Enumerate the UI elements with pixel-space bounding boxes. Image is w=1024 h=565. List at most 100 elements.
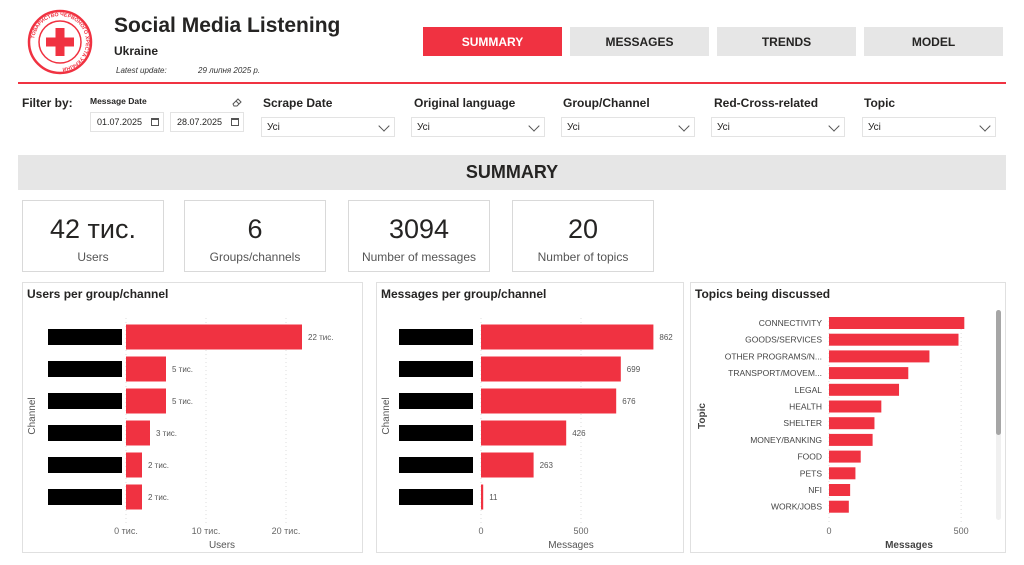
language-label: Original language [414, 96, 516, 110]
data-label: 5 тис. [172, 365, 193, 374]
topic-value: Усі [868, 121, 881, 133]
red-cross-logo: ТОВАРИСТВО ЧЕРВОНОГО ХРЕСТА УКРАЇНИ [27, 9, 93, 75]
bar [126, 420, 150, 446]
scrape-date-dropdown[interactable]: Усі [261, 117, 395, 137]
data-label: 2 тис. [148, 493, 169, 502]
bar [829, 317, 965, 329]
filter-by-label: Filter by: [22, 96, 73, 110]
kpi-topics: 20 Number of topics [512, 200, 654, 272]
redacted-channel-label [48, 361, 122, 377]
date-from-input[interactable]: 01.07.2025 [90, 112, 164, 132]
data-label: 862 [659, 333, 673, 342]
eraser-icon[interactable] [232, 97, 243, 107]
header-divider [18, 82, 1006, 84]
scroll-thumb[interactable] [996, 310, 1001, 435]
x-tick-label: 0 тис. [114, 526, 138, 536]
x-axis-label: Users [209, 540, 235, 551]
message-date-label: Message Date [90, 96, 147, 106]
x-axis-label: Messages [885, 540, 933, 551]
kpi-label: Users [77, 250, 109, 264]
app-title: Social Media Listening [114, 14, 341, 37]
topics-chart-panel: Topics being discussed 0 500 CONNECTIVITY G… [690, 282, 1006, 553]
messages-bar-chart: 0 500 862 699 676 426 263 11 Messages Channel [381, 318, 673, 551]
chevron-down-icon [828, 120, 840, 132]
bar [126, 356, 166, 382]
data-label: 699 [627, 365, 641, 374]
bar [126, 388, 166, 414]
category-label: SHELTER [783, 418, 822, 428]
x-axis-label: Messages [548, 540, 594, 551]
x-tick-label: 10 тис. [192, 526, 221, 536]
chevron-down-icon [528, 120, 540, 132]
kpi-value: 42 тис. [50, 214, 136, 244]
tab-messages[interactable]: MESSAGES [570, 27, 709, 56]
chevron-down-icon [378, 120, 390, 132]
bar [829, 417, 875, 430]
kpi-value: 6 [247, 214, 263, 244]
scrollbar[interactable] [996, 310, 1001, 520]
scrape-date-label: Scrape Date [263, 96, 333, 110]
data-label: 2 тис. [148, 461, 169, 470]
data-label: 426 [572, 429, 586, 438]
group-channel-value: Усі [567, 121, 580, 133]
group-channel-dropdown[interactable]: Усі [561, 117, 695, 137]
chart-title: Topics being discussed [695, 287, 831, 301]
bar [126, 452, 142, 478]
app-subtitle: Ukraine [114, 44, 159, 58]
red-cross-related-dropdown[interactable]: Усі [711, 117, 845, 137]
category-label: CONNECTIVITY [759, 318, 823, 328]
data-label: 676 [622, 397, 636, 406]
kpi-groups: 6 Groups/channels [184, 200, 326, 272]
bar [829, 484, 851, 496]
redacted-channel-label [48, 489, 122, 505]
scrape-date-value: Усі [267, 121, 280, 133]
users-bar-chart: 0 тис. 10 тис. 20 тис. 22 тис. 5 тис. 5 тис. 3… [27, 318, 333, 551]
bar [481, 356, 621, 382]
bar [829, 333, 959, 346]
tab-trends[interactable]: TRENDS [717, 27, 856, 56]
kpi-label: Number of messages [361, 250, 477, 264]
red-cross-related-label: Red-Cross-related [714, 96, 819, 110]
kpi-users: 42 тис. Users [22, 200, 164, 272]
data-label: 3 тис. [156, 429, 177, 438]
redacted-channel-label [48, 457, 122, 473]
bar [481, 388, 617, 414]
bar [829, 433, 873, 446]
x-tick-label: 500 [954, 526, 969, 536]
bar [481, 484, 484, 510]
category-label: HEALTH [789, 402, 822, 412]
kpi-label: Number of topics [537, 250, 629, 264]
calendar-icon[interactable] [231, 118, 239, 126]
x-tick-label: 500 [573, 526, 588, 536]
date-to-input[interactable]: 28.07.2025 [170, 112, 244, 132]
category-label: WORK/JOBS [771, 502, 822, 512]
redacted-channel-label [399, 457, 473, 473]
tab-summary[interactable]: SUMMARY [423, 27, 562, 56]
category-label: NFI [808, 485, 822, 495]
bar [481, 324, 654, 350]
redacted-channel-label [399, 361, 473, 377]
category-label: MONEY/BANKING [750, 435, 822, 445]
redacted-channel-label [399, 393, 473, 409]
chart-title: Users per group/channel [27, 287, 169, 301]
bar [481, 420, 567, 446]
chevron-down-icon [979, 120, 991, 132]
category-label: LEGAL [795, 385, 823, 395]
latest-update-value: 29 липня 2025 р. [198, 66, 261, 75]
kpi-label: Groups/channels [209, 250, 301, 264]
x-tick-label: 0 [478, 526, 483, 536]
calendar-icon[interactable] [151, 118, 159, 126]
chart-title: Messages per group/channel [381, 287, 547, 301]
topic-dropdown[interactable]: Усі [862, 117, 996, 137]
kpi-value: 3094 [388, 214, 450, 244]
kpi-value: 20 [567, 214, 599, 244]
tab-model[interactable]: MODEL [864, 27, 1003, 56]
bar [829, 500, 849, 513]
language-dropdown[interactable]: Усі [411, 117, 545, 137]
category-label: OTHER PROGRAMS/N... [725, 351, 822, 361]
data-label: 22 тис. [308, 333, 333, 342]
bar [829, 350, 930, 363]
redacted-channel-label [48, 425, 122, 441]
y-axis-label: Channel [381, 397, 392, 434]
red-cross-related-value: Усі [717, 121, 730, 133]
